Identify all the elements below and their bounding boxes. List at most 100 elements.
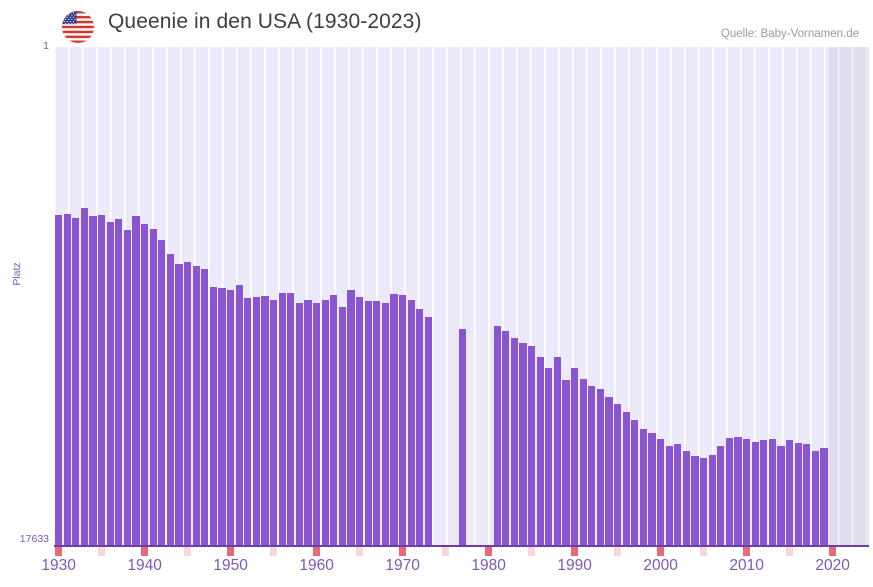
bar-1951 [235,284,243,545]
x-tick-2020 [829,547,837,556]
bar-1987 [545,368,553,545]
bar-1944 [175,264,183,545]
bar-1933 [80,208,88,545]
x-tick-1955 [270,547,278,556]
bar-1938 [123,229,131,545]
x-tick-1980 [485,547,493,556]
x-axis-label-1950: 1950 [213,557,248,574]
bar-1977 [459,328,467,545]
x-tick-2000 [657,547,665,556]
bar-1971 [407,300,415,545]
bar-1967 [373,301,381,545]
bar-1955 [270,300,278,545]
bar-2003 [682,450,690,545]
bar-1957 [287,292,295,545]
bar-1959 [304,299,312,545]
bar-1960 [313,303,321,545]
bar-1968 [381,302,389,545]
x-axis-tick-strip [54,547,869,556]
bar-1946 [192,265,200,545]
bar-1963 [338,306,346,545]
x-tick-1945 [184,547,192,556]
x-tick-1930 [55,547,63,556]
bar-1964 [347,289,355,545]
x-axis-label-2010: 2010 [729,557,764,574]
x-tick-1965 [356,547,364,556]
x-axis-line [54,545,869,547]
bar-2015 [786,440,794,545]
bar-1970 [399,295,407,545]
bar-1994 [605,397,613,545]
x-axis-label-2020: 2020 [815,557,850,574]
bar-2017 [803,443,811,545]
bar-1981 [493,325,501,545]
bar-1965 [356,297,364,545]
x-axis-label-2000: 2000 [643,557,678,574]
bar-1940 [141,224,149,545]
x-tick-1990 [571,547,579,556]
y-axis-tick-bottom: 17633 [19,533,49,545]
bar-1966 [364,301,372,545]
bar-1961 [321,299,329,545]
bar-1945 [184,261,192,545]
bar-2007 [717,445,725,545]
bar-2002 [674,444,682,545]
bar-1984 [519,343,527,545]
bar-2008 [725,438,733,545]
bar-1986 [536,357,544,545]
bars-layer [54,47,869,545]
bar-1941 [149,229,157,545]
bar-1948 [209,287,217,545]
bar-2011 [751,442,759,545]
bar-2010 [743,438,751,545]
x-tick-1985 [528,547,536,556]
x-tick-1935 [98,547,106,556]
bar-1997 [631,420,639,545]
bar-2012 [760,440,768,545]
bar-2005 [700,457,708,545]
bar-2014 [777,446,785,545]
bar-1954 [261,296,269,545]
bar-1952 [244,298,252,545]
bar-2004 [691,456,699,545]
bar-1936 [106,222,114,545]
x-tick-2010 [743,547,751,556]
bar-1999 [648,433,656,545]
bar-1937 [115,218,123,545]
bar-1988 [553,356,561,545]
bar-1949 [218,287,226,545]
x-axis-label-1930: 1930 [41,557,76,574]
x-tick-1950 [227,547,235,556]
x-tick-2015 [786,547,794,556]
bar-2019 [820,448,828,545]
y-axis-tick-top: 1 [43,40,49,52]
bar-1993 [596,389,604,545]
bar-1934 [89,215,97,545]
bar-1958 [295,303,303,545]
bar-1982 [502,331,510,545]
x-tick-1975 [442,547,450,556]
x-tick-1960 [313,547,321,556]
bar-2006 [708,454,716,545]
bar-1995 [614,404,622,545]
bar-2016 [794,442,802,545]
bar-1973 [424,317,432,545]
bar-2018 [811,451,819,545]
plot-area [54,47,869,545]
bar-1998 [639,429,647,545]
bar-1983 [510,338,518,545]
bar-2001 [665,445,673,545]
bar-1942 [158,240,166,545]
bar-1962 [330,295,338,545]
us-flag-icon [62,11,94,43]
bar-1972 [416,308,424,545]
bar-1989 [562,379,570,545]
x-axis-label-1990: 1990 [557,557,592,574]
x-axis-label-1970: 1970 [385,557,420,574]
bar-1991 [579,379,587,545]
chart-header: Queenie in den USA (1930-2023) Quelle: B… [0,0,873,46]
x-axis-label-1940: 1940 [127,557,162,574]
bar-1996 [622,412,630,545]
bar-1990 [571,368,579,545]
bar-1992 [588,386,596,545]
